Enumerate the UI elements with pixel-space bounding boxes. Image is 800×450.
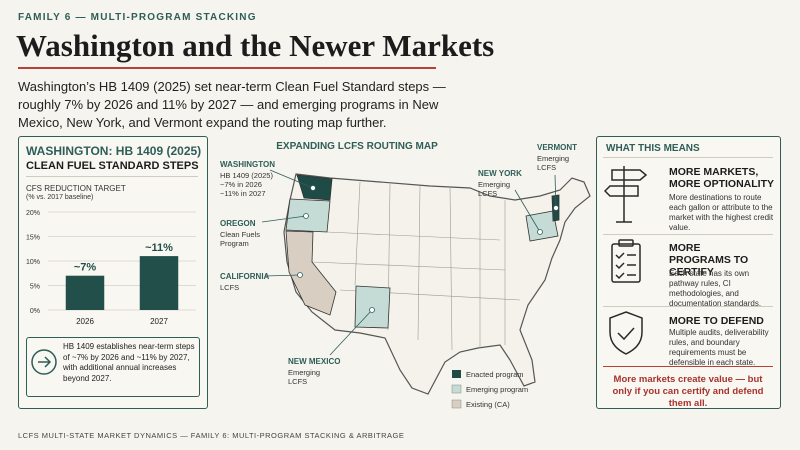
map-title: EXPANDING LCFS ROUTING MAP — [276, 141, 438, 152]
implications-panel — [596, 136, 781, 409]
panel-title: WHAT THIS MEANS — [606, 143, 700, 154]
item-title: MORE TO DEFEND — [669, 315, 764, 327]
leader-lines — [261, 169, 559, 356]
callout-detail: Emerging — [288, 368, 321, 377]
callout-name: CALIFORNIA — [220, 272, 270, 281]
y-tick-label: 0% — [30, 308, 40, 315]
value-label: ~11% — [145, 242, 173, 254]
legend-swatch — [451, 384, 462, 394]
item-text: Each state has its own pathway rules, CI… — [669, 269, 762, 308]
item-title: MORE PROGRAMS TO CERTIFY — [669, 242, 749, 278]
callout-detail: Emerging — [478, 180, 511, 189]
conclusion: More markets create value — but only if … — [612, 374, 764, 409]
y-sublabel: (% vs. 2017 baseline) — [26, 194, 94, 201]
icons — [604, 166, 648, 355]
legend-label: Enacted program — [466, 370, 524, 379]
item-text: More destinations to route each gallon o… — [669, 193, 774, 232]
callout-name: OREGON — [220, 219, 256, 228]
x-tick-label: 2027 — [150, 317, 168, 326]
callout-detail: HB 1409 (2025) — [220, 171, 273, 180]
new-york-state — [525, 210, 559, 242]
us-map — [261, 169, 591, 409]
callout-detail: Emerging — [537, 154, 570, 163]
y-tick-label: 5% — [30, 284, 40, 291]
new-mexico-state — [354, 285, 391, 329]
legend-label: Emerging program — [466, 385, 529, 394]
bar — [65, 275, 105, 310]
callout-detail: ~7% in 2026 — [220, 180, 262, 189]
callout-name: VERMONT — [537, 143, 577, 152]
title-rule — [18, 67, 436, 69]
value-label: ~7% — [74, 262, 97, 274]
divider — [603, 366, 773, 367]
y-tick-label: 10% — [26, 259, 40, 266]
panel-subtitle: CLEAN FUEL STANDARD STEPS — [26, 160, 199, 172]
title: Washington and the Newer Markets — [16, 28, 495, 63]
legend-swatch — [451, 399, 462, 409]
eyebrow: FAMILY 6 — MULTI-PROGRAM STACKING — [18, 12, 257, 23]
callout-detail: LCFS — [220, 283, 240, 292]
legend-label: Existing (CA) — [466, 400, 510, 409]
callout-detail: Clean Fuels — [220, 230, 261, 239]
intro: Washington’s HB 1409 (2025) set near-ter… — [18, 79, 446, 130]
arrow-icon — [31, 349, 57, 375]
bar-chart: 0% 5% 10% 15% 20% 2026 ~7% 2027 ~11% — [26, 210, 196, 326]
signpost-icon — [604, 166, 648, 223]
us-outline — [283, 173, 591, 395]
bar — [139, 256, 179, 310]
legend-swatch — [452, 370, 461, 378]
note-text: HB 1409 establishes near-term steps of ~… — [63, 342, 195, 383]
item-text: Multiple audits, deliverability rules, a… — [669, 328, 769, 367]
item-title: MORE MARKETS, MORE OPTIONALITY — [669, 166, 774, 190]
callout-name: NEW MEXICO — [288, 357, 341, 366]
y-tick-label: 15% — [26, 235, 40, 242]
callout-detail: LCFS — [478, 189, 498, 198]
callout-detail: LCFS — [537, 163, 557, 172]
callout-name: WASHINGTON — [220, 160, 275, 169]
y-tick-label: 20% — [26, 210, 40, 217]
panel-title: WASHINGTON: HB 1409 (2025) — [26, 144, 202, 158]
callout-detail: ~11% in 2027 — [220, 189, 266, 198]
note-box — [26, 337, 200, 397]
shield-icon — [609, 311, 643, 355]
callout-detail: LCFS — [288, 377, 308, 386]
divider — [603, 234, 773, 235]
callout-name: NEW YORK — [478, 169, 522, 178]
clipboard-icon — [611, 239, 641, 283]
x-tick-label: 2026 — [76, 317, 94, 326]
divider — [603, 157, 773, 158]
callout-detail: Program — [220, 239, 249, 248]
divider — [603, 306, 773, 307]
y-label: CFS REDUCTION TARGET — [26, 184, 126, 193]
divider — [26, 176, 198, 177]
footer: LCFS MULTI-STATE MARKET DYNAMICS — FAMIL… — [18, 431, 405, 440]
california-state — [285, 230, 337, 316]
